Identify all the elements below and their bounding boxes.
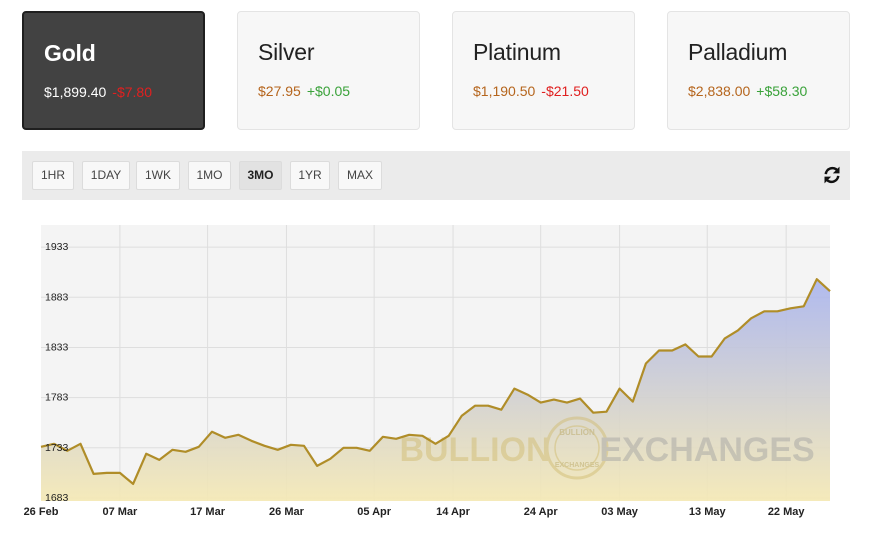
x-tick-label: 03 May	[601, 506, 639, 518]
y-tick-label: 1833	[45, 341, 69, 353]
metal-change: +$58.30	[756, 83, 808, 99]
metal-price: $1,190.50	[473, 83, 536, 99]
metal-values: $1,899.40 -$7.80	[44, 84, 152, 100]
range-button-1mo[interactable]: 1MO	[188, 161, 231, 190]
price-line	[40, 278, 831, 485]
metal-values: $27.95 +$0.05	[258, 83, 350, 99]
y-tick-label: 1783	[45, 392, 69, 404]
metal-card-silver[interactable]: Silver $27.95 +$0.05	[237, 11, 420, 130]
metal-name: Platinum	[473, 39, 561, 65]
range-button-1wk[interactable]: 1WK	[136, 161, 180, 190]
metal-price: $27.95	[258, 83, 301, 99]
refresh-icon[interactable]	[822, 165, 842, 185]
metal-name: Gold	[44, 40, 96, 66]
price-chart: BULLION BULLION EXCHANGES EXCHANGES 1683…	[24, 225, 831, 518]
x-tick-label: 26 Feb	[24, 506, 59, 518]
metal-change: +$0.05	[306, 83, 351, 99]
metal-values: $1,190.50 -$21.50	[473, 83, 589, 99]
metal-card-palladium[interactable]: Palladium $2,838.00 +$58.30	[667, 11, 850, 130]
watermark-seal-top: BULLION	[559, 428, 595, 437]
price-area	[41, 279, 830, 501]
metal-price: $1,899.40	[44, 84, 107, 100]
range-button-1hr[interactable]: 1HR	[32, 161, 74, 190]
y-tick-label: 1733	[45, 442, 69, 454]
watermark-seal-bottom: EXCHANGES	[555, 462, 600, 469]
x-tick-label: 13 May	[689, 506, 727, 518]
y-tick-label: 1683	[45, 492, 69, 504]
metal-card-platinum[interactable]: Platinum $1,190.50 -$21.50	[452, 11, 635, 130]
x-tick-label: 17 Mar	[190, 506, 226, 518]
x-tick-label: 07 Mar	[102, 506, 138, 518]
range-button-max[interactable]: MAX	[338, 161, 382, 190]
watermark-logo: BULLION BULLION EXCHANGES EXCHANGES	[399, 416, 815, 480]
x-tick-label: 14 Apr	[436, 506, 471, 518]
x-tick-label: 05 Apr	[357, 506, 392, 518]
y-tick-label: 1933	[45, 241, 69, 253]
y-tick-label: 1883	[45, 291, 69, 303]
range-button-3mo[interactable]: 3MO	[239, 161, 282, 190]
watermark-right-text: EXCHANGES	[599, 431, 814, 469]
metal-name: Palladium	[688, 39, 788, 65]
metal-card-gold[interactable]: Gold $1,899.40 -$7.80	[22, 11, 205, 130]
metal-change: -$7.80	[112, 84, 152, 100]
range-button-1yr[interactable]: 1YR	[290, 161, 330, 190]
range-toolbar: 1HR 1DAY 1WK 1MO 3MO 1YR MAX	[22, 151, 850, 200]
metal-price: $2,838.00	[688, 83, 751, 99]
metal-name: Silver	[258, 39, 315, 65]
x-tick-label: 22 May	[768, 506, 806, 518]
range-button-1day[interactable]: 1DAY	[82, 161, 130, 190]
x-tick-label: 24 Apr	[524, 506, 559, 518]
metal-values: $2,838.00 +$58.30	[688, 83, 807, 99]
metal-change: -$21.50	[541, 83, 589, 99]
x-tick-label: 26 Mar	[269, 506, 305, 518]
